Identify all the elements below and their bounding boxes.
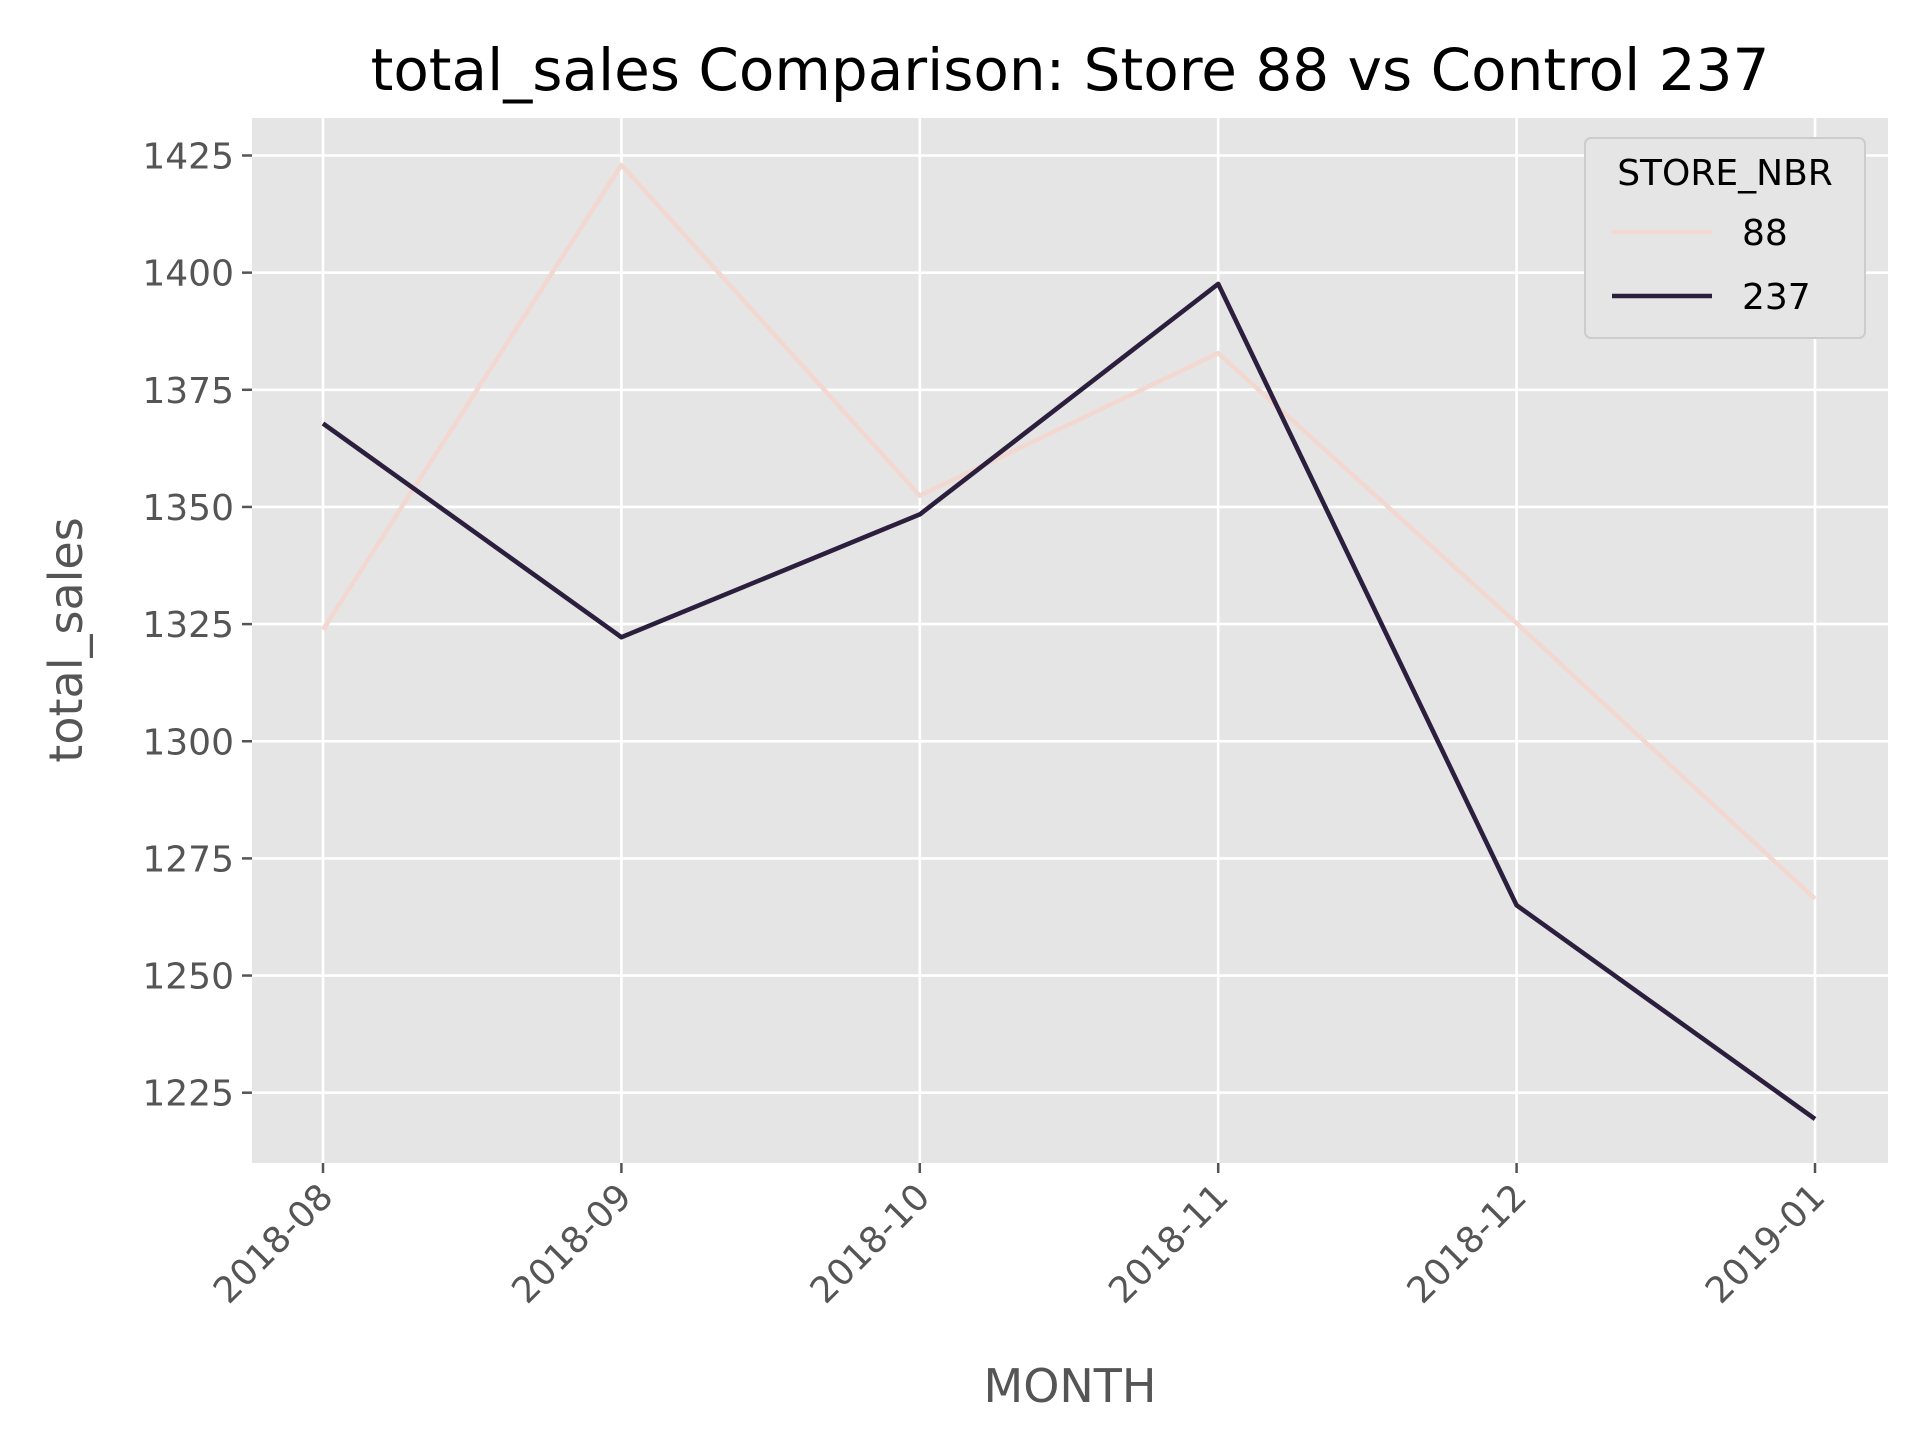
series-lines <box>321 162 1817 1121</box>
y-tick-label: 1225 <box>142 1074 234 1115</box>
legend-label-237: 237 <box>1742 277 1811 318</box>
x-tick-label: 2018-10 <box>803 1176 938 1311</box>
y-tick-label: 1300 <box>142 722 234 763</box>
x-tick-label: 2018-09 <box>504 1176 639 1311</box>
grid-lines <box>252 118 1888 1163</box>
y-tick-label: 1425 <box>142 136 234 177</box>
series-line-237 <box>321 281 1817 1121</box>
x-tick-label: 2019-01 <box>1698 1176 1833 1311</box>
x-tick-label: 2018-11 <box>1101 1176 1236 1311</box>
chart-title: total_sales Comparison: Store 88 vs Cont… <box>371 36 1770 104</box>
series-line-88 <box>321 162 1817 901</box>
y-tick-label: 1275 <box>142 839 234 880</box>
x-axis-label: MONTH <box>984 1359 1157 1413</box>
x-tick-label: 2018-12 <box>1400 1176 1535 1311</box>
y-tick-label: 1400 <box>142 254 234 295</box>
legend: STORE_NBR 88 237 <box>1584 137 1866 339</box>
y-tick-label: 1350 <box>142 488 234 529</box>
legend-title: STORE_NBR <box>1617 153 1833 194</box>
y-axis-label: total_sales <box>39 517 93 762</box>
x-tick-label: 2018-08 <box>206 1176 341 1311</box>
y-tick-label: 1375 <box>142 371 234 412</box>
axis-ticks <box>242 154 1817 1173</box>
y-tick-label: 1250 <box>142 957 234 998</box>
legend-box <box>1584 137 1866 339</box>
y-tick-label: 1325 <box>142 605 234 646</box>
legend-label-88: 88 <box>1742 213 1788 254</box>
